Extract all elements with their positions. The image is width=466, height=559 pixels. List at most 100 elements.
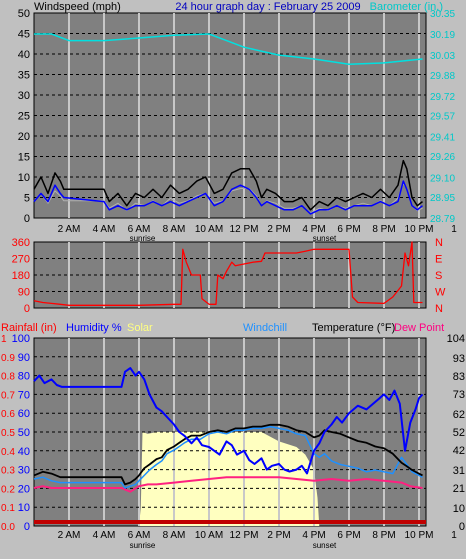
windspeed-tick: 15 xyxy=(18,152,30,164)
compass-tick: E xyxy=(435,254,442,266)
barometer-tick-labels: 28.79 28.95 29.10 29.26 29.41 29.57 29.72 29.88… xyxy=(430,9,455,225)
time-label: 2 AM xyxy=(58,530,81,541)
panel-1-grid xyxy=(34,13,426,218)
time-label: 10 PM xyxy=(405,224,434,235)
windspeed-axis-title: Windspeed (mph) xyxy=(34,1,121,13)
time-label: 4 AM xyxy=(93,530,116,541)
direction-degree-tick: 270 xyxy=(12,254,30,266)
barometer-tick: 30.35 xyxy=(430,9,455,20)
temperature-tick: 73 xyxy=(453,389,465,401)
barometer-tick: 29.41 xyxy=(430,133,455,144)
time-label: 8 AM xyxy=(163,224,186,235)
rainfall-tick: 1 xyxy=(1,334,7,345)
time-label: 4 AM xyxy=(93,224,116,235)
rainfall-tick: 0.9 xyxy=(1,353,15,364)
humidity-tick: 40 xyxy=(18,446,30,458)
time-label: 8 PM xyxy=(372,224,395,235)
windchill-line xyxy=(33,425,423,489)
temperature-tick: 42 xyxy=(453,445,465,457)
time-label: 2 PM xyxy=(267,224,290,235)
dewpoint-line xyxy=(33,476,423,493)
barometer-line xyxy=(34,33,423,66)
time-label: 8 PM xyxy=(372,530,395,541)
time-label: 6 AM xyxy=(128,530,151,541)
rainfall-axis-title: Rainfall (in) xyxy=(1,322,57,334)
panel-2-grid xyxy=(34,242,426,308)
barometer-tick: 29.57 xyxy=(430,112,455,123)
time-label: 10 PM xyxy=(405,530,434,541)
compass-tick: S xyxy=(435,270,442,282)
time-label: 10 AM xyxy=(195,530,223,541)
rainfall-bar xyxy=(34,520,426,524)
time-label: 4 PM xyxy=(302,224,325,235)
humidity-tick: 10 xyxy=(18,502,30,514)
wind-gust-line xyxy=(33,159,423,211)
time-label: 6 PM xyxy=(337,530,360,541)
humidity-tick-labels: 0 10 20 30 40 50 60 70 80 90 100 xyxy=(12,333,30,533)
windspeed-tick: 10 xyxy=(18,172,30,184)
wind-barometer-panel: 0 5 10 15 20 25 30 35 40 45 50 28.79 28.95 29.10 29.2… xyxy=(18,8,457,243)
humidity-tick: 0 xyxy=(24,521,30,533)
time-label: 6 PM xyxy=(337,224,360,235)
time-label: 2 AM xyxy=(58,224,81,235)
time-label: 4 PM xyxy=(302,530,325,541)
windspeed-tick: 20 xyxy=(18,131,30,143)
time-label: 1 xyxy=(451,224,457,235)
panel-3-series xyxy=(33,367,424,493)
rainfall-tick-labels: 0.0 0.1 0.2 0.3 0.4 0.5 0.6 0.7 0.8 0.9 1 xyxy=(1,334,15,533)
dewpoint-legend-label: Dew Point xyxy=(394,322,444,334)
rainfall-tick: 0.3 xyxy=(1,466,15,477)
temperature-tick: 10 xyxy=(453,503,465,515)
rainfall-tick: 0.8 xyxy=(1,372,15,383)
humidity-tick: 60 xyxy=(18,408,30,420)
temperature-tick: 52 xyxy=(453,427,465,439)
panel-1-series xyxy=(33,33,423,215)
barometer-tick: 28.79 xyxy=(430,214,455,225)
humidity-tick: 70 xyxy=(18,389,30,401)
humidity-tick: 50 xyxy=(18,427,30,439)
temperature-tick: 31 xyxy=(453,465,465,477)
windspeed-tick-labels: 0 5 10 15 20 25 30 35 40 45 50 xyxy=(18,8,30,225)
panel-3-time-labels: 2 AM 4 AM 6 AM 8 AM 10 AM 12 PM 2 PM 4 PM 6 PM 8 … xyxy=(58,530,458,550)
barometer-tick: 28.95 xyxy=(430,193,455,204)
barometer-axis-title: Barometer (in.) xyxy=(370,1,443,13)
temperature-humidity-panel: 0.00.10.20.30.40.50.60.70.80.91 01020304… xyxy=(1,333,465,550)
windspeed-tick: 0 xyxy=(24,213,30,225)
windspeed-tick: 30 xyxy=(18,90,30,102)
barometer-tick: 30.03 xyxy=(430,51,455,62)
temperature-axis-title: Temperature (°F) xyxy=(312,322,395,334)
time-label: 2 PM xyxy=(267,530,290,541)
humidity-line xyxy=(33,367,424,475)
windspeed-tick: 50 xyxy=(18,8,30,20)
rainfall-tick: 0.6 xyxy=(1,409,15,420)
direction-degree-tick: 180 xyxy=(12,270,30,282)
windchill-legend-label: Windchill xyxy=(243,322,287,334)
windspeed-tick: 5 xyxy=(24,193,30,205)
direction-degree-tick: 360 xyxy=(12,237,30,249)
time-label: 12 PM xyxy=(230,530,259,541)
rainfall-tick: 0.2 xyxy=(1,484,15,495)
panel-1-time-labels: 2 AM 4 AM 6 AM 8 AM 10 AM 12 PM 2 PM 4 PM 6 PM 8 … xyxy=(58,224,458,243)
rainfall-tick: 0.4 xyxy=(1,447,15,458)
temperature-line xyxy=(33,423,423,486)
wind-avg-line xyxy=(33,180,423,215)
temperature-tick: 83 xyxy=(453,371,465,383)
direction-degree-labels: 0 90 180 270 360 xyxy=(12,237,30,315)
time-label: 6 AM xyxy=(128,224,151,235)
compass-tick: N xyxy=(435,303,443,315)
barometer-tick: 29.88 xyxy=(430,71,455,82)
barometer-tick: 29.26 xyxy=(430,152,455,163)
temperature-tick: 93 xyxy=(453,353,465,365)
humidity-tick: 30 xyxy=(18,465,30,477)
chart-title: 24 hour graph day : February 25 2009 xyxy=(175,1,360,13)
humidity-tick: 20 xyxy=(18,483,30,495)
time-label: 8 AM xyxy=(163,530,186,541)
humidity-tick: 80 xyxy=(18,371,30,383)
rainfall-tick: 0.7 xyxy=(1,390,15,401)
temperature-tick: 104 xyxy=(447,333,465,345)
wind-direction-line xyxy=(33,241,423,306)
solar-area xyxy=(139,432,320,526)
